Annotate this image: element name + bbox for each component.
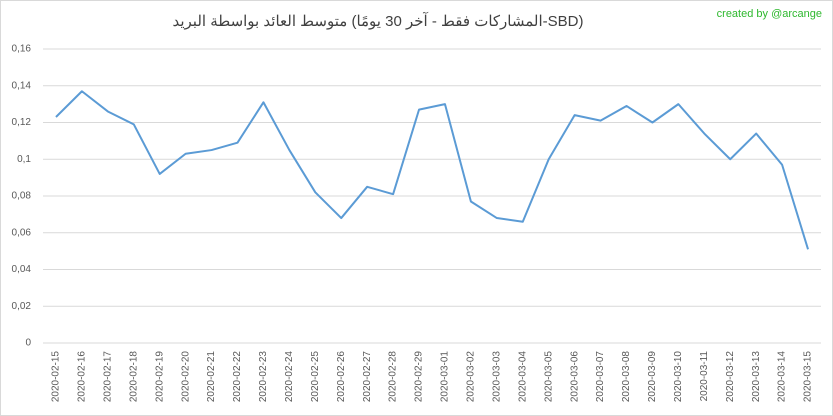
x-tick-label: 2020-02-17: [102, 351, 113, 403]
y-tick-label: 0,06: [12, 227, 32, 238]
x-tick-label: 2020-02-21: [206, 351, 217, 403]
x-tick-label: 2020-02-29: [414, 351, 425, 403]
y-tick-label: 0,14: [12, 80, 32, 91]
x-tick-label: 2020-03-10: [673, 351, 684, 403]
x-tick-label: 2020-02-16: [77, 351, 88, 403]
x-tick-label: 2020-03-01: [440, 351, 451, 403]
y-tick-label: 0,1: [17, 154, 31, 165]
x-tick-label: 2020-03-15: [803, 351, 814, 403]
x-tick-label: 2020-03-08: [621, 351, 632, 403]
x-tick-label: 2020-02-23: [258, 351, 269, 403]
x-tick-label: 2020-02-28: [388, 351, 399, 403]
y-tick-label: 0,12: [12, 117, 32, 128]
annotation: created by @arcange: [717, 8, 822, 20]
x-tick-label: 2020-03-12: [725, 351, 736, 403]
x-tick-label: 2020-02-20: [180, 351, 191, 403]
x-tick-label: 2020-02-25: [310, 351, 321, 403]
x-tick-label: 2020-02-19: [154, 351, 165, 403]
line: [55, 90, 809, 250]
y-tick-label: 0,08: [12, 191, 32, 202]
x-tick-label: 2020-03-14: [777, 351, 788, 403]
y-tick-label: 0: [25, 338, 31, 349]
x-tick-label: 2020-02-18: [128, 351, 139, 403]
x-tick-label: 2020-03-07: [595, 351, 606, 403]
y-tick-label: 0,02: [12, 301, 32, 312]
y-tick-label: 0,16: [12, 44, 32, 55]
x-tick-label: 2020-02-27: [362, 351, 373, 403]
x-tick-label: 2020-03-03: [491, 351, 502, 403]
x-tick-label: 2020-03-13: [751, 351, 762, 403]
x-tick-label: 2020-03-02: [466, 351, 477, 403]
x-tick-label: 2020-03-09: [647, 351, 658, 403]
x-tick-label: 2020-03-04: [517, 351, 528, 403]
x-tick-label: 2020-03-05: [543, 351, 554, 403]
x-tick-label: 2020-02-24: [284, 351, 295, 403]
x-tick-label: 2020-02-26: [336, 351, 347, 403]
x-tick-label: 2020-02-22: [232, 351, 243, 403]
x-tick-label: 2020-03-06: [569, 351, 580, 403]
y-tick-label: 0,04: [12, 264, 32, 275]
x-tick-label: 2020-02-15: [51, 351, 62, 403]
x-tick-label: 2020-03-11: [699, 351, 710, 402]
chart-title: متوسط العائد بواسطة البريد (المشاركات فق…: [172, 12, 583, 30]
